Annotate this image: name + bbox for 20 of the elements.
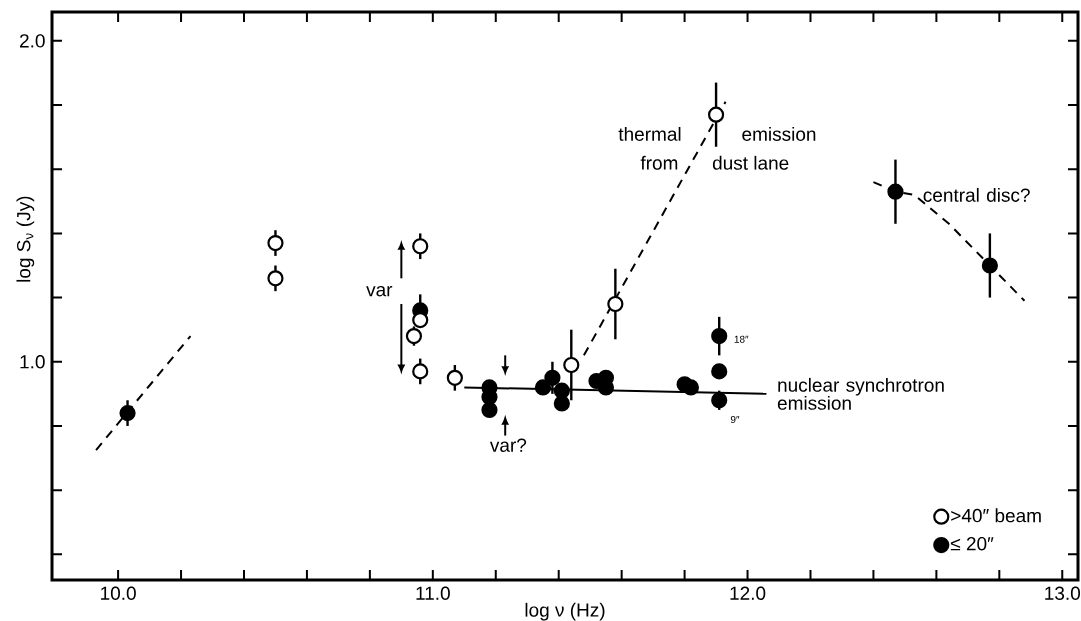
x-tick-label: 12.0 bbox=[730, 586, 766, 600]
annotation: nuclear synchrotron emission bbox=[777, 377, 944, 410]
annotation: thermal bbox=[618, 126, 681, 141]
annotation: from bbox=[640, 155, 678, 170]
y-tick-label: 1.0 bbox=[20, 355, 45, 369]
annotation: var? bbox=[489, 438, 527, 452]
legend-label: ≤ 20″ bbox=[950, 536, 994, 551]
x-tick-label: 10.0 bbox=[101, 586, 136, 600]
annotation: var bbox=[366, 285, 393, 297]
y-tick-label: 2.0 bbox=[20, 34, 45, 48]
annotation: 9″ bbox=[730, 415, 740, 424]
legend-label: >40″ beam bbox=[951, 508, 1041, 523]
annotation: 18″ bbox=[734, 335, 749, 343]
x-tick-label: 11.0 bbox=[416, 586, 450, 600]
y-axis-title: log S$_{ν}$ (Jy) bbox=[16, 196, 35, 282]
annotation: emission bbox=[742, 126, 816, 141]
x-tick-label: 13.0 bbox=[1045, 586, 1081, 600]
x-axis-title: log ν (Hz) bbox=[525, 602, 605, 621]
annotation: central disc? bbox=[923, 187, 1030, 202]
annotation: dust lane bbox=[712, 155, 789, 170]
